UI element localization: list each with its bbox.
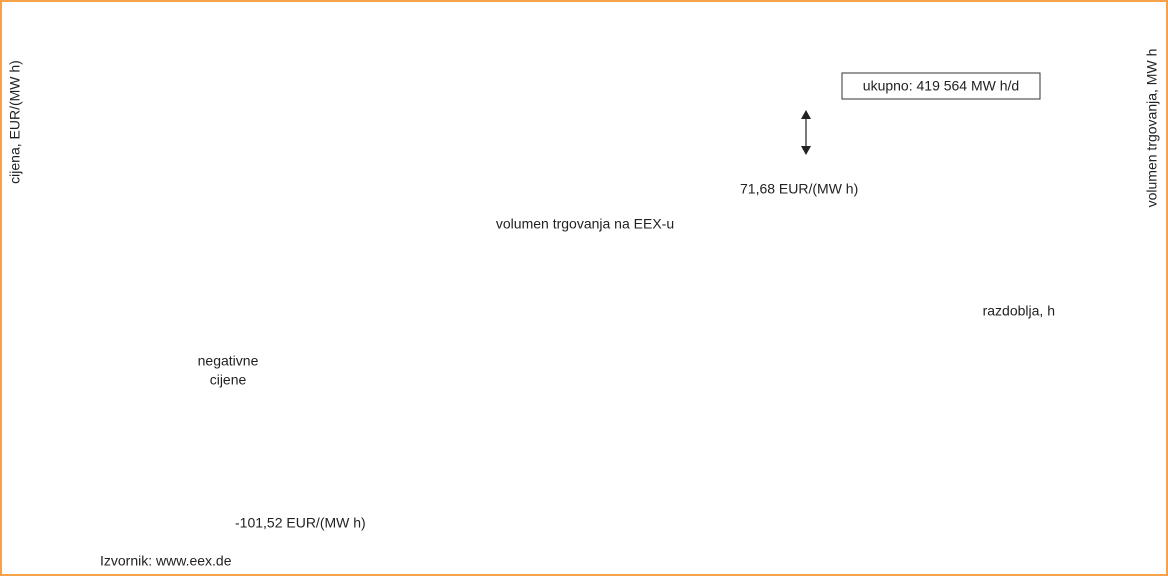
total-label: ukupno: 419 564 MW h/d	[863, 78, 1019, 94]
y-axis-label: cijena, EUR/(MW h)	[7, 60, 23, 184]
area-label: volumen trgovanja na EEX-u	[496, 216, 674, 232]
y2-axis-label: volumen trgovanja, MW h	[1144, 49, 1160, 208]
total-box	[841, 72, 1041, 100]
source: Izvornik: www.eex.de	[100, 553, 232, 569]
negative-label: cijene	[210, 372, 247, 388]
negative-label: negativne	[198, 353, 259, 369]
max-label: 71,68 EUR/(MW h)	[740, 181, 858, 197]
text-layer: cijena, EUR/(MW h) volumen trgovanja, MW…	[7, 49, 1160, 569]
min-label: -101,52 EUR/(MW h)	[235, 515, 366, 531]
arrow-head	[801, 110, 811, 155]
x-axis-label: razdoblja, h	[983, 303, 1055, 319]
